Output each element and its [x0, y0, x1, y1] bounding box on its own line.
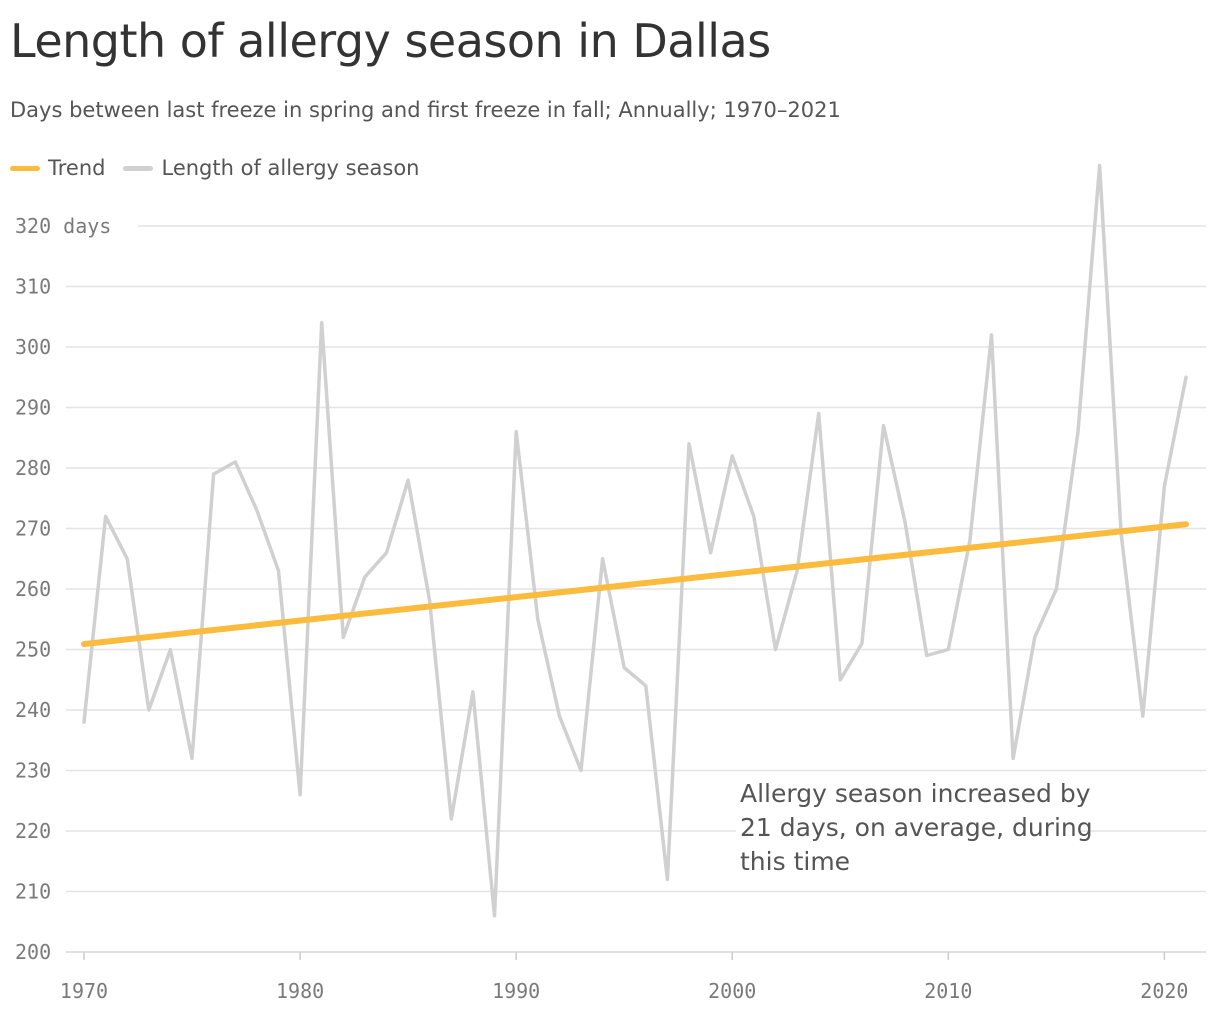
y-tick-label: 290 [15, 396, 51, 420]
x-tick-label: 2000 [708, 979, 756, 1003]
y-tick-label: 310 [15, 275, 51, 299]
annotation-text: this time [740, 847, 850, 876]
legend-label-season-length: Length of allergy season [161, 156, 420, 180]
annotation-background [736, 846, 848, 878]
y-tick-label: 270 [15, 517, 51, 541]
x-tick-label: 2020 [1140, 979, 1188, 1003]
legend: Trend Length of allergy season [10, 156, 438, 180]
annotation-text: 21 days, on average, during [740, 813, 1093, 842]
y-tick-label: 200 [15, 940, 51, 964]
chart-subtitle: Days between last freeze in spring and f… [10, 98, 841, 122]
y-tick-label: 250 [15, 638, 51, 662]
y-tick-label: 300 [15, 335, 51, 359]
chart-title: Length of allergy season in Dallas [10, 14, 771, 68]
legend-swatch-season-length [123, 165, 154, 171]
legend-label-trend: Trend [48, 156, 106, 180]
annotation-background [736, 778, 1094, 810]
legend-item-season-length: Length of allergy season [123, 156, 420, 180]
y-tick-label: 230 [15, 759, 51, 783]
y-tick-label: 280 [15, 456, 51, 480]
series-line-trend [81, 521, 1189, 648]
y-tick-label: 260 [15, 577, 51, 601]
annotation-background [736, 812, 1078, 844]
x-tick-label: 1990 [492, 979, 540, 1003]
legend-swatch-trend [10, 165, 40, 171]
x-tick-label: 2010 [924, 979, 972, 1003]
x-tick-label: 1980 [276, 979, 324, 1003]
legend-item-trend: Trend [10, 156, 105, 180]
y-tick-label: 240 [15, 698, 51, 722]
x-tick-label: 1970 [60, 979, 108, 1003]
y-tick-label: 320 days [15, 214, 111, 238]
y-tick-label: 210 [15, 880, 51, 904]
y-tick-label: 220 [15, 819, 51, 843]
annotation-text: Allergy season increased by [740, 779, 1091, 808]
